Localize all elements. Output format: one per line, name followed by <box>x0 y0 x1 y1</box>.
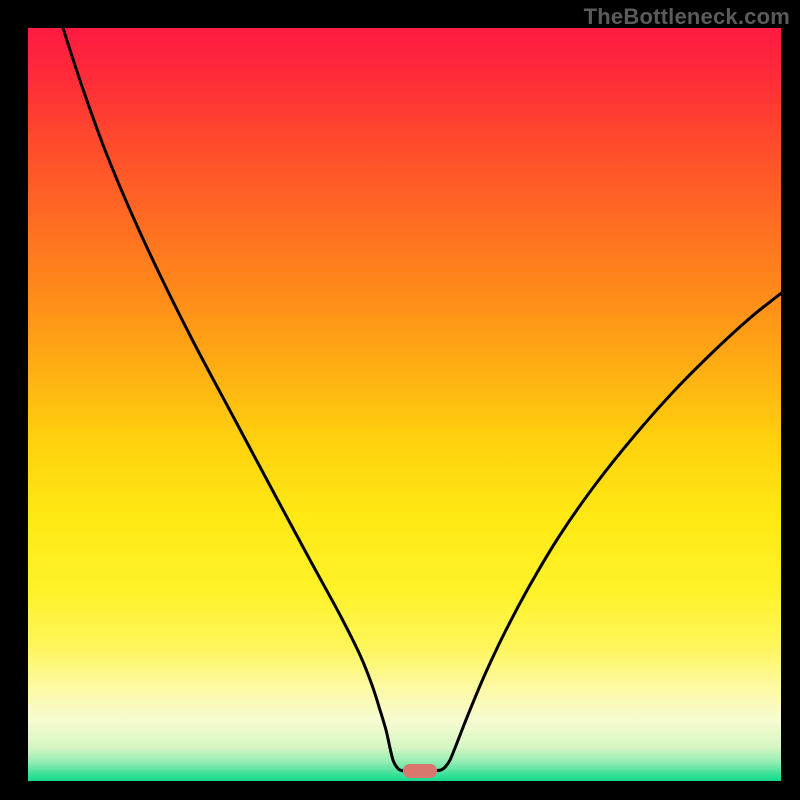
watermark-label: TheBottleneck.com <box>584 4 790 30</box>
plot-background <box>28 28 781 781</box>
bottleneck-curve-chart <box>0 0 800 800</box>
chart-stage: TheBottleneck.com <box>0 0 800 800</box>
optimal-marker-pill <box>403 764 437 778</box>
